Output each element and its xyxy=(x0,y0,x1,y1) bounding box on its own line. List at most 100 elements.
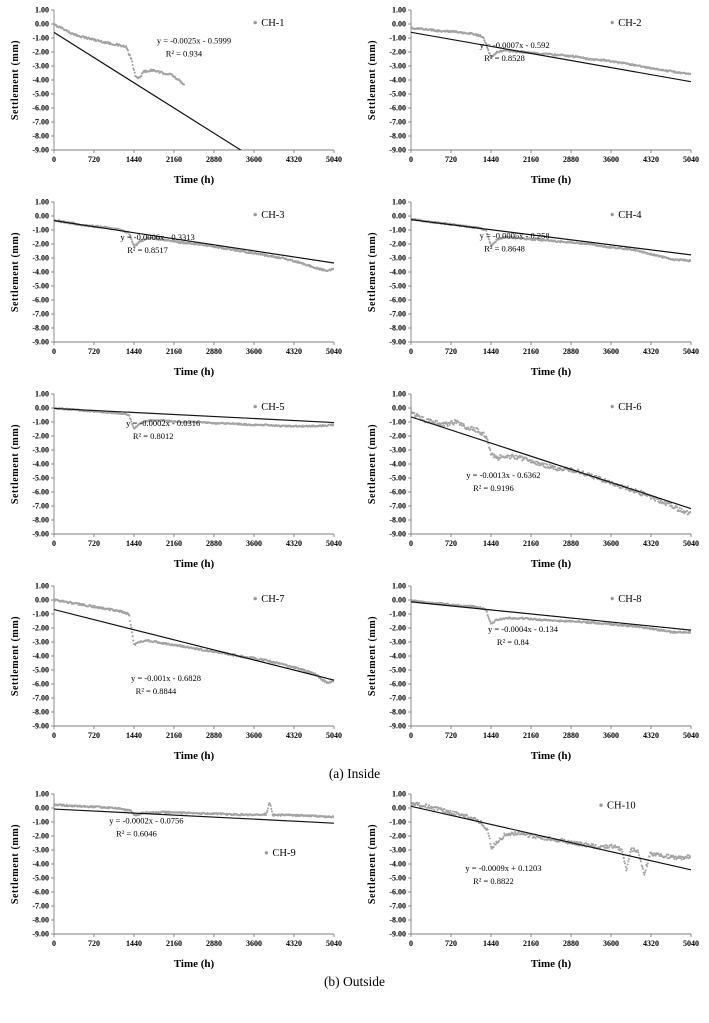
trend-line xyxy=(411,805,691,871)
y-tick-label: -1.00 xyxy=(32,226,49,235)
legend-label: CH-7 xyxy=(261,594,284,605)
y-tick-label: -8.00 xyxy=(389,516,406,525)
legend-label: CH-1 xyxy=(261,18,284,29)
y-tick-label: -9.00 xyxy=(389,722,406,731)
y-axis-title: Settlement (mm) xyxy=(10,232,21,312)
x-tick-label: 1440 xyxy=(483,539,499,548)
legend-label: CH-2 xyxy=(618,18,641,29)
x-tick-label: 720 xyxy=(88,539,100,548)
y-tick-label: -6.00 xyxy=(389,488,406,497)
y-tick-label: 0.00 xyxy=(392,20,406,29)
y-tick-label: -8.00 xyxy=(389,916,406,925)
legend-label: CH-4 xyxy=(618,210,642,221)
x-tick-label: 720 xyxy=(445,731,457,740)
x-tick-label: 720 xyxy=(88,347,100,356)
y-tick-label: -7.00 xyxy=(32,694,49,703)
series-marker-icon xyxy=(599,803,603,807)
trend-line xyxy=(54,31,242,150)
y-axis-title: Settlement (mm) xyxy=(10,424,21,504)
equation-text: y = -0.0002x - 0.0316 xyxy=(126,418,200,428)
y-tick-label: -3.00 xyxy=(389,62,406,71)
y-tick-label: -2.00 xyxy=(32,48,49,57)
x-tick-label: 720 xyxy=(88,155,100,164)
y-tick-label: -3.00 xyxy=(389,446,406,455)
y-tick-label: -5.00 xyxy=(32,90,49,99)
x-tick-label: 0 xyxy=(52,731,56,740)
y-tick-label: -6.00 xyxy=(32,488,49,497)
y-tick-label: -5.00 xyxy=(32,474,49,483)
y-tick-label: -2.00 xyxy=(389,432,406,441)
x-tick-label: 2880 xyxy=(206,539,222,548)
y-tick-label: -9.00 xyxy=(32,530,49,539)
series-points xyxy=(54,23,186,86)
x-axis-title: Time (h) xyxy=(174,558,215,570)
x-tick-label: 3600 xyxy=(246,155,262,164)
y-tick-label: -4.00 xyxy=(389,76,406,85)
y-tick-label: -4.00 xyxy=(389,860,406,869)
x-tick-label: 3600 xyxy=(603,731,619,740)
r-squared-text: R² = 0.8517 xyxy=(127,245,168,255)
x-tick-label: 0 xyxy=(409,939,413,948)
caption-inside: (a) Inside xyxy=(328,766,381,781)
y-tick-label: 0.00 xyxy=(392,596,406,605)
series-marker-icon xyxy=(253,212,257,217)
y-tick-label: 0.00 xyxy=(35,212,49,221)
x-tick-label: 5040 xyxy=(683,939,699,948)
y-tick-label: -9.00 xyxy=(389,930,406,939)
chart-ch-2: 1.00 0.00 -1.00 -2.00 -3.00 -4.00 -5.00 -6.00 -7… xyxy=(367,6,699,186)
x-tick-label: 5040 xyxy=(326,155,342,164)
x-tick-label: 5040 xyxy=(326,347,342,356)
series-points xyxy=(411,599,691,634)
series-marker-icon xyxy=(610,596,614,601)
y-tick-label: -1.00 xyxy=(389,818,406,827)
chart-ch-7: 1.00 0.00 -1.00 -2.00 -3.00 -4.00 -5.00 -6.00 -7… xyxy=(10,582,342,762)
y-tick-label: -8.00 xyxy=(389,708,406,717)
x-tick-label: 5040 xyxy=(683,155,699,164)
series-marker-icon xyxy=(264,851,269,855)
x-tick-label: 3600 xyxy=(246,939,262,948)
y-tick-label: -8.00 xyxy=(32,132,49,141)
x-tick-label: 5040 xyxy=(683,731,699,740)
y-tick-label: -2.00 xyxy=(32,624,49,633)
trend-line xyxy=(411,416,691,510)
x-tick-label: 4320 xyxy=(643,731,659,740)
x-tick-label: 1440 xyxy=(126,155,142,164)
y-tick-label: 1.00 xyxy=(35,390,49,399)
x-tick-label: 2880 xyxy=(563,155,579,164)
chart-ch-4: 1.00 0.00 -1.00 -2.00 -3.00 -4.00 -5.00 -6.00 -7… xyxy=(367,198,699,378)
x-tick-label: 0 xyxy=(52,539,56,548)
y-tick-label: -4.00 xyxy=(389,460,406,469)
x-tick-label: 0 xyxy=(52,939,56,948)
x-tick-label: 1440 xyxy=(483,731,499,740)
x-tick-label: 0 xyxy=(409,539,413,548)
equation-text: y = -0.0006x - 0.3313 xyxy=(120,232,194,242)
y-tick-label: -7.00 xyxy=(32,502,49,511)
y-axis-title: Settlement (mm) xyxy=(367,232,378,312)
r-squared-text: R² = 0.8528 xyxy=(484,53,525,63)
x-tick-label: 2160 xyxy=(523,731,539,740)
x-tick-label: 4320 xyxy=(643,347,659,356)
caption-outside: (b) Outside xyxy=(323,974,386,989)
y-axis-title: Settlement (mm) xyxy=(367,40,378,120)
y-tick-label: 1.00 xyxy=(35,582,49,591)
trend-line xyxy=(54,407,334,424)
y-tick-label: -6.00 xyxy=(389,888,406,897)
x-tick-label: 4320 xyxy=(286,347,302,356)
y-tick-label: -1.00 xyxy=(389,418,406,427)
x-tick-label: 4320 xyxy=(286,155,302,164)
x-tick-label: 3600 xyxy=(603,939,619,948)
chart-ch-6: 1.00 0.00 -1.00 -2.00 -3.00 -4.00 -5.00 -6.00 -7… xyxy=(367,390,699,570)
x-tick-label: 3600 xyxy=(603,539,619,548)
x-tick-label: 2160 xyxy=(166,347,182,356)
x-tick-label: 2160 xyxy=(166,939,182,948)
y-tick-label: -5.00 xyxy=(389,666,406,675)
y-tick-label: -6.00 xyxy=(389,296,406,305)
chart-ch-5: 1.00 0.00 -1.00 -2.00 -3.00 -4.00 -5.00 -6.00 -7… xyxy=(10,390,342,570)
y-tick-label: -3.00 xyxy=(32,254,49,263)
y-tick-label: -3.00 xyxy=(32,846,49,855)
r-squared-text: R² = 0.8822 xyxy=(473,876,514,886)
y-tick-label: -7.00 xyxy=(389,694,406,703)
equation-text: y = -0.0009x + 0.1203 xyxy=(465,863,541,873)
equation-text: y = -0.0007x - 0.592 xyxy=(480,40,550,50)
